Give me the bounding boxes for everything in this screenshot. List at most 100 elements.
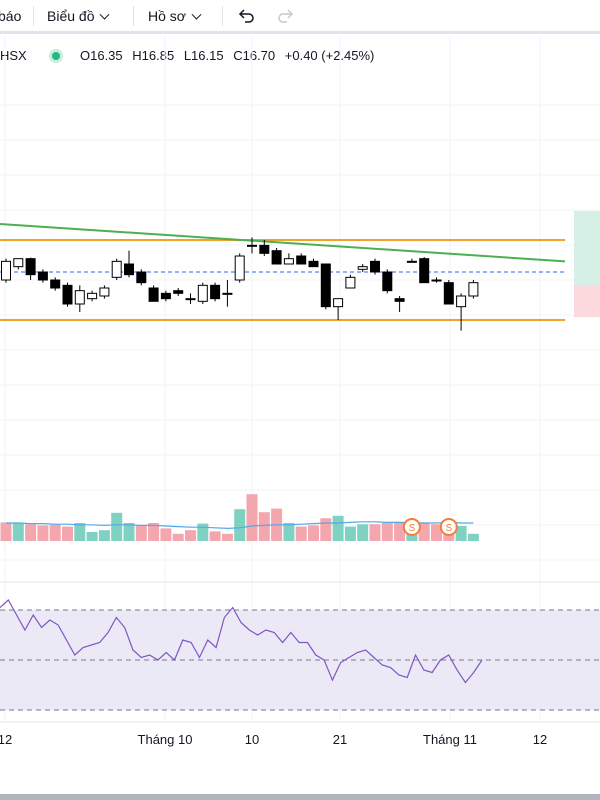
change-value: +0.40 (+2.45%) xyxy=(284,48,375,63)
volume-bar xyxy=(369,524,381,541)
volume-bar xyxy=(160,528,172,541)
chart-menu-button[interactable]: Biểu đồ xyxy=(47,7,110,25)
price-scale-highlight-up xyxy=(574,211,600,285)
candle-body xyxy=(468,282,479,297)
volume-bar xyxy=(320,518,332,541)
volume-bar xyxy=(37,525,49,541)
volume-bar xyxy=(246,494,258,541)
candle-body xyxy=(357,266,368,270)
candle-body xyxy=(234,255,245,281)
candle-body xyxy=(136,271,147,284)
symbol-label[interactable]: HSX xyxy=(0,48,27,63)
candle-body xyxy=(443,282,454,305)
volume-bar xyxy=(197,523,209,541)
candle-body xyxy=(99,287,110,297)
volume-bar xyxy=(98,530,110,541)
candle-body xyxy=(1,260,11,281)
market-status-dot xyxy=(52,52,60,60)
volume-bar xyxy=(357,524,369,541)
x-tick-label: Tháng 11 xyxy=(423,732,477,747)
volume-bar xyxy=(123,523,135,541)
candle-body xyxy=(62,284,73,305)
volume-bar xyxy=(394,521,406,541)
candle-body xyxy=(148,287,159,302)
volume-bar xyxy=(308,525,319,541)
volume-bar xyxy=(455,526,467,541)
volume-moving-average xyxy=(6,521,474,530)
candle-body xyxy=(87,292,98,300)
candle-body xyxy=(406,260,417,263)
candle-body xyxy=(74,290,85,305)
volume-bar xyxy=(381,523,393,541)
candle-body xyxy=(160,292,171,300)
chart-menu-label: Biểu đồ xyxy=(47,8,95,24)
candle-body xyxy=(37,271,48,281)
x-tick-label: 21 xyxy=(333,732,347,747)
redo-icon[interactable] xyxy=(276,6,296,26)
low-value: L16.15 xyxy=(183,48,224,63)
candle-body xyxy=(370,260,380,273)
candle-body xyxy=(345,276,356,289)
candle-body xyxy=(173,290,184,294)
price-chart[interactable]: S S 12 Tháng 10 10 21 Tháng 11 12 xyxy=(0,36,600,794)
volume-bar xyxy=(295,526,307,541)
chevron-down-icon xyxy=(191,9,202,20)
candle-body xyxy=(382,271,393,292)
candle-body xyxy=(197,284,208,302)
undo-icon[interactable] xyxy=(236,6,256,26)
candle-body xyxy=(50,279,61,289)
volume-bar xyxy=(344,526,356,541)
price-scale-highlight-down xyxy=(574,285,600,317)
x-tick-label: 12 xyxy=(0,732,12,747)
volume-bar xyxy=(172,533,184,541)
candle-body xyxy=(124,263,134,276)
toolbar-separator xyxy=(222,6,223,26)
dividend-marker xyxy=(439,518,458,536)
bottom-scrollbar[interactable] xyxy=(0,794,600,800)
dividend-marker-label: S xyxy=(445,523,452,534)
candle-body xyxy=(431,279,442,282)
volume-bar xyxy=(12,523,24,541)
volume-bar xyxy=(135,525,147,541)
volume-bar xyxy=(418,522,430,541)
candle-body xyxy=(222,292,233,295)
top-toolbar: báo Biểu đồ Hồ sơ xyxy=(0,0,600,34)
candle-body xyxy=(419,258,430,284)
high-value: H16.85 xyxy=(132,48,175,63)
volume-bar xyxy=(148,523,160,541)
volume-bar xyxy=(74,523,86,541)
volume-bar xyxy=(258,512,270,541)
x-tick-label: 12 xyxy=(533,732,547,747)
x-tick-label: Tháng 10 xyxy=(138,732,193,747)
alerts-button[interactable]: báo xyxy=(0,8,22,24)
candle-body xyxy=(296,255,307,265)
candle-body xyxy=(13,258,24,268)
volume-bar xyxy=(0,522,12,541)
volume-bar xyxy=(62,526,73,541)
volume-bar xyxy=(185,530,196,541)
trend-line xyxy=(0,223,566,263)
candle-body xyxy=(210,284,221,300)
chevron-down-icon xyxy=(100,9,110,20)
volume-bar xyxy=(111,512,123,541)
candle-body xyxy=(271,250,282,265)
rsi-line xyxy=(0,599,483,684)
volume-bar xyxy=(86,532,98,541)
x-tick-label: 10 xyxy=(245,732,259,747)
dividend-marker xyxy=(402,518,421,536)
candle-body xyxy=(259,244,270,254)
candle-body xyxy=(111,260,122,278)
volume-bar xyxy=(209,531,221,541)
profile-menu-label: Hồ sơ xyxy=(148,8,186,24)
candle-body xyxy=(308,260,319,268)
volume-bar xyxy=(25,524,37,541)
close-value: C16.70 xyxy=(233,48,276,63)
candle-body xyxy=(394,298,405,302)
candle-body xyxy=(247,244,257,247)
candle-body xyxy=(456,295,467,308)
candle-body xyxy=(25,258,36,276)
volume-bar xyxy=(467,533,479,541)
volume-bar xyxy=(49,524,61,541)
profile-menu-button[interactable]: Hồ sơ xyxy=(148,7,202,25)
volume-bar xyxy=(234,509,246,541)
